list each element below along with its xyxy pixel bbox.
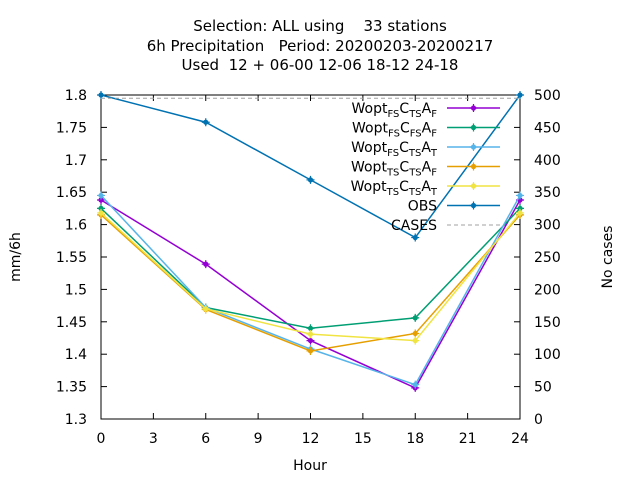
chart-title-line-1: Selection: ALL using 33 stations: [193, 17, 447, 35]
data-point: [516, 191, 524, 200]
data-point: [201, 118, 210, 127]
y-tick-label: 1.35: [56, 380, 87, 396]
y-tick-label: 1.7: [65, 153, 87, 169]
x-tick-label: 3: [149, 431, 158, 447]
data-point: [516, 91, 524, 99]
legend-entry: OBS: [408, 199, 500, 215]
data-point: [411, 313, 420, 322]
legend-label: WoptFSCTSAT: [351, 140, 438, 159]
series-4: [97, 208, 524, 345]
x-tick-label: 18: [406, 431, 424, 447]
y-tick-label: 1.55: [56, 250, 87, 266]
legend-label: WoptFSCTSAF: [352, 101, 438, 120]
y2-tick-label: 100: [534, 347, 561, 363]
y2-axis-label: No cases: [600, 226, 616, 289]
series-layer: [97, 91, 524, 392]
legend-entry: WoptFSCFSAF: [352, 121, 500, 140]
y-axis-label: mm/6h: [8, 232, 24, 282]
x-tick-label: 21: [459, 431, 477, 447]
series-line: [100, 212, 521, 342]
axes: 0 3 6 9 12 15 18 21 24 1.3 1.35 1.4 1.45 1.5 1.55 1.6 1.…: [56, 88, 561, 447]
y2-tick-label: 50: [534, 380, 552, 396]
y2-tick-label: 0: [534, 412, 543, 428]
data-point: [411, 380, 420, 389]
data-point: [411, 329, 420, 338]
x-tick-label: 15: [354, 431, 372, 447]
y2-tick-label: 200: [534, 282, 561, 298]
legend-entry: WoptTSCTSAF: [351, 160, 500, 179]
data-point: [97, 91, 105, 99]
y2-tick-label: 450: [534, 120, 561, 136]
legend-label: WoptTSCTSAF: [351, 160, 437, 179]
y2-tick-label: 150: [534, 315, 561, 331]
legend-label: CASES: [391, 218, 437, 234]
legend-marker-cross: [469, 143, 478, 151]
x-tick-label: 9: [254, 431, 263, 447]
y2-tick-label: 500: [534, 88, 561, 104]
legend-entry: WoptFSCTSAT: [351, 140, 500, 159]
chart-title-line-3: Used 12 + 06-00 12-06 18-12 24-18: [181, 56, 459, 74]
y2-tick-label: 400: [534, 153, 561, 169]
legend: WoptFSCTSAFWoptFSCFSAFWoptFSCTSATWoptTSC…: [351, 101, 500, 234]
y2-tick-label: 250: [534, 250, 561, 266]
series-5: [97, 91, 524, 242]
data-point: [306, 346, 315, 355]
x-tick-label: 24: [511, 431, 529, 447]
legend-entry: WoptFSCTSAF: [352, 101, 500, 120]
data-point: [201, 304, 210, 313]
chart-title-line-2: 6h Precipitation Period: 20200203-202002…: [146, 37, 494, 55]
legend-entry: WoptTSCTSAT: [351, 179, 500, 198]
legend-marker-cross: [469, 162, 478, 171]
x-axis-label: Hour: [293, 458, 327, 474]
data-point: [97, 191, 105, 200]
series-0: [97, 195, 524, 392]
y-tick-label: 1.4: [65, 347, 87, 363]
legend-entry: CASES: [391, 218, 500, 234]
y-tick-label: 1.8: [65, 88, 87, 104]
data-point: [201, 260, 210, 269]
legend-marker-cross: [469, 104, 478, 112]
legend-label: OBS: [408, 199, 437, 215]
legend-label: WoptFSCFSAF: [352, 121, 437, 140]
x-tick-label: 6: [201, 431, 210, 447]
plot-border: [100, 94, 521, 420]
y-tick-label: 1.75: [56, 120, 87, 136]
legend-label: WoptTSCTSAT: [351, 179, 438, 198]
y-tick-label: 1.65: [56, 185, 87, 201]
series-line: [100, 199, 521, 389]
y2-tick-label: 350: [534, 185, 561, 201]
y2-tick-label: 300: [534, 218, 561, 234]
legend-marker-cross: [469, 182, 478, 190]
x-tick-label: 12: [302, 431, 320, 447]
data-point: [306, 330, 315, 339]
legend-marker-cross: [469, 201, 478, 210]
y-tick-label: 1.5: [65, 282, 87, 298]
plot-frame: [100, 94, 521, 420]
x-tick-label: 0: [97, 431, 106, 447]
y-tick-label: 1.3: [65, 412, 87, 428]
legend-marker-cross: [469, 123, 478, 132]
data-point: [306, 175, 315, 184]
data-point: [411, 233, 420, 242]
y-tick-label: 1.45: [56, 315, 87, 331]
data-point: [97, 208, 105, 217]
data-point: [516, 208, 524, 217]
y-tick-label: 1.6: [65, 218, 87, 234]
data-point: [411, 336, 420, 345]
series-2: [97, 191, 524, 389]
